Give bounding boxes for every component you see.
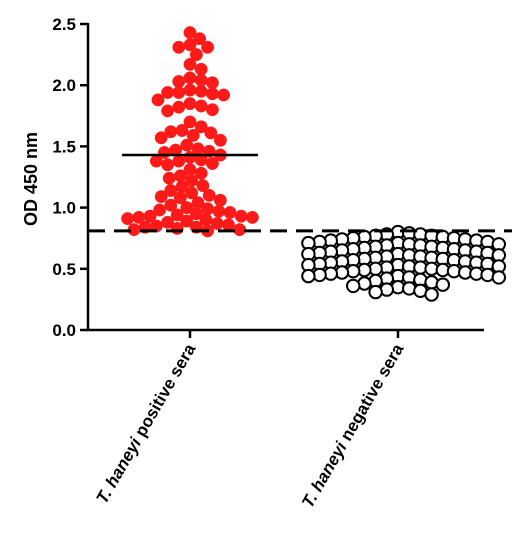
data-point (491, 270, 506, 285)
data-point (194, 62, 208, 76)
data-point (196, 179, 210, 193)
data-point (202, 188, 216, 202)
data-point (186, 128, 200, 142)
data-point (205, 87, 219, 101)
data-point (213, 133, 227, 147)
data-marks (121, 26, 506, 302)
data-point (161, 86, 175, 99)
data-point (201, 202, 215, 216)
y-tick-label: 0.0 (52, 321, 76, 340)
data-point (189, 207, 203, 221)
data-point (172, 40, 186, 54)
x-category-label-italic: T. haneyi (92, 434, 145, 507)
data-point (183, 97, 197, 111)
data-point (162, 171, 176, 185)
data-point (183, 57, 197, 71)
data-point (164, 184, 178, 197)
data-point (183, 150, 197, 164)
data-point (161, 104, 175, 118)
y-tick-label: 0.5 (52, 260, 76, 279)
data-point (217, 88, 231, 102)
data-point (205, 157, 219, 170)
y-axis-label: OD 450 nm (21, 132, 41, 226)
data-point (234, 209, 248, 223)
data-point (205, 76, 219, 90)
y-tick-label: 1.5 (52, 137, 76, 156)
data-point (175, 124, 189, 137)
data-point (424, 287, 439, 302)
data-point (183, 71, 197, 85)
data-point (205, 103, 219, 117)
data-point (151, 93, 165, 107)
data-point (170, 221, 184, 235)
data-point (194, 120, 208, 134)
data-point (245, 210, 259, 224)
data-point (194, 73, 208, 87)
data-point (346, 278, 361, 294)
x-category-label-rest: negative sera (334, 340, 407, 448)
data-point (180, 138, 194, 152)
data-point (213, 193, 227, 207)
y-tick-label: 2.5 (52, 15, 76, 34)
data-point (368, 284, 383, 300)
data-point (221, 218, 235, 232)
data-point (180, 214, 194, 228)
data-point (204, 126, 218, 140)
data-point (154, 131, 168, 145)
data-point (183, 83, 197, 97)
data-point (170, 208, 184, 222)
x-category-label: T. haneyi negative sera (298, 340, 408, 511)
data-point (193, 32, 207, 46)
data-point (301, 268, 316, 284)
data-point (212, 204, 226, 218)
data-point (154, 190, 168, 204)
data-point (121, 212, 135, 226)
data-point (183, 115, 197, 129)
y-tick-label: 2.0 (52, 76, 76, 95)
data-point (172, 75, 186, 88)
data-point (153, 203, 167, 217)
data-point (164, 198, 178, 212)
data-point (149, 154, 163, 168)
x-category-label: T. haneyi positive sera (92, 340, 199, 507)
data-point (161, 158, 175, 172)
data-point (172, 86, 186, 99)
y-tick-label: 1.0 (52, 199, 76, 218)
data-point (223, 206, 237, 219)
x-category-label-italic: T. haneyi (298, 438, 351, 511)
data-point (180, 201, 194, 215)
data-point (173, 191, 187, 205)
data-point (194, 99, 208, 113)
data-point (233, 223, 247, 237)
x-category-label-rest: positive sera (129, 340, 200, 444)
axes (86, 23, 484, 332)
data-point (201, 40, 215, 54)
data-point (194, 84, 208, 98)
data-point (172, 100, 186, 114)
data-point (435, 277, 450, 292)
y-ticks: 0.0 0.5 1.0 1.5 2.0 2.5 (52, 15, 88, 340)
data-point (172, 154, 186, 168)
data-point (185, 186, 199, 200)
data-point (164, 125, 178, 139)
data-point (189, 48, 203, 62)
data-point (173, 169, 187, 183)
